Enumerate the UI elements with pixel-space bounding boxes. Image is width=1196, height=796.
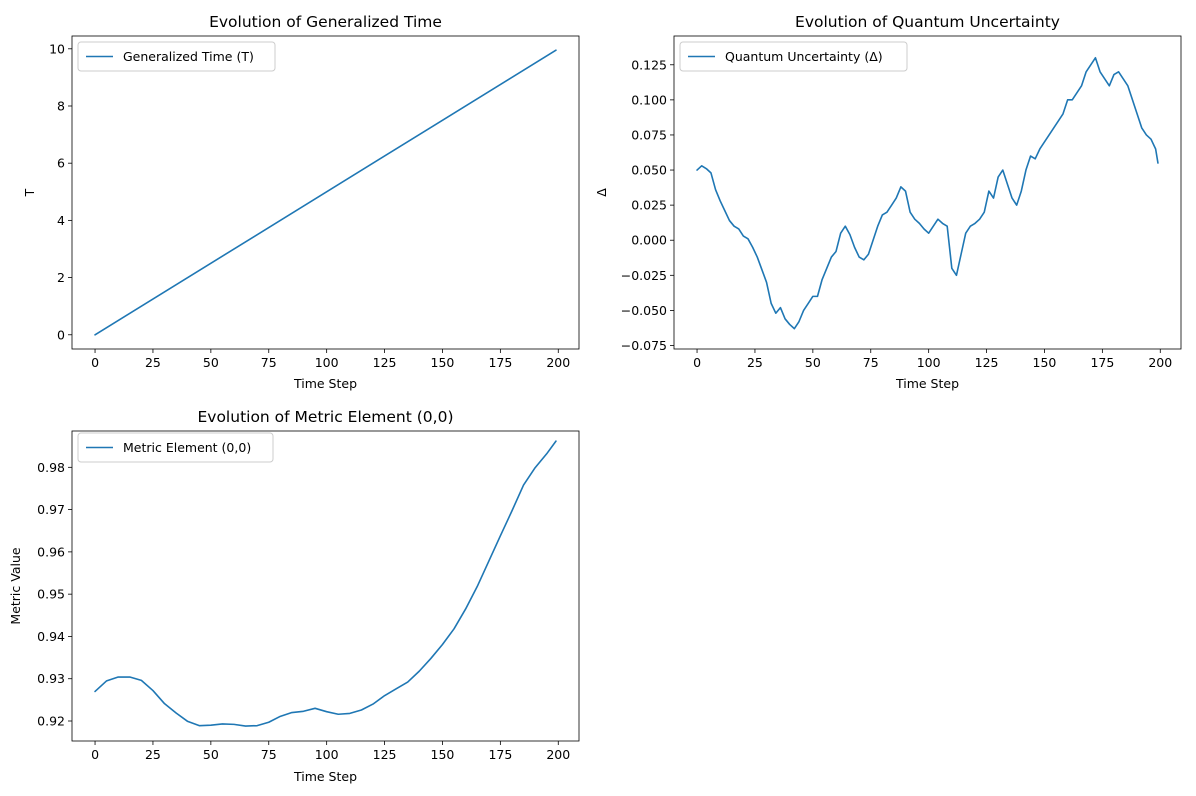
- series-line: [94, 440, 557, 727]
- legend-box: [77, 432, 274, 463]
- plot-frame: [71, 35, 580, 350]
- y-tick-label: −0.050: [621, 303, 667, 318]
- x-axis-label: Time Step: [293, 769, 357, 784]
- x-tick-label: 25: [145, 747, 161, 762]
- y-tick-label: 0.050: [631, 163, 667, 178]
- x-tick-label: 50: [805, 355, 821, 370]
- x-tick-label: 75: [261, 747, 277, 762]
- x-tick-label: 25: [145, 355, 161, 370]
- x-tick-label: 150: [1033, 355, 1057, 370]
- x-tick-label: 125: [373, 355, 397, 370]
- x-tick-label: 175: [1090, 355, 1114, 370]
- y-tick-label: 0.94: [37, 629, 65, 644]
- y-tick-label: 8: [57, 98, 65, 113]
- x-tick-label: 0: [91, 747, 99, 762]
- legend-label: Generalized Time (T): [123, 49, 254, 64]
- y-tick-label: 0.95: [37, 587, 65, 602]
- x-axis-label: Time Step: [293, 376, 357, 391]
- panel-quantum-uncertainty: Evolution of Quantum Uncertainty 0 25 50 75…: [594, 13, 1182, 391]
- y-tick-label: 0.98: [37, 460, 65, 475]
- panel-metric-element: Evolution of Metric Element (0,0) 0 25 50 7…: [8, 408, 580, 784]
- x-tick-label: 25: [747, 355, 763, 370]
- x-axis-label: Time Step: [895, 376, 959, 391]
- y-tick-label: 0: [57, 327, 65, 342]
- legend: Generalized Time (T): [77, 41, 276, 72]
- x-tick-label: 50: [203, 355, 219, 370]
- legend-label: Quantum Uncertainty (Δ): [725, 49, 883, 64]
- y-tick-label: 0.075: [631, 127, 667, 142]
- x-tick-label: 150: [431, 355, 455, 370]
- panel-plot-layer: 0 25 50 75 100 125 150 175 200 −0.075 −0.050 −0.025…: [621, 56, 1172, 370]
- x-tick-label: 100: [315, 747, 339, 762]
- x-tick-label: 75: [261, 355, 277, 370]
- y-tick-label: 0.100: [631, 92, 667, 107]
- y-tick-label: −0.075: [621, 338, 667, 353]
- y-tick-label: 6: [57, 156, 65, 171]
- panel-title: Evolution of Generalized Time: [209, 13, 442, 31]
- plot-frame: [673, 35, 1182, 350]
- legend: Quantum Uncertainty (Δ): [679, 41, 908, 72]
- x-tick-label: 175: [488, 747, 512, 762]
- x-tick-label: 150: [431, 747, 455, 762]
- panel-title: Evolution of Metric Element (0,0): [197, 408, 453, 426]
- plot-frame: [71, 430, 580, 742]
- x-tick-label: 100: [917, 355, 941, 370]
- y-tick-label: 0.97: [37, 502, 65, 517]
- y-tick-label: 4: [57, 213, 65, 228]
- x-tick-label: 0: [693, 355, 701, 370]
- y-tick-label: 0.92: [37, 714, 65, 729]
- y-axis-label: Metric Value: [8, 547, 23, 624]
- x-tick-label: 0: [91, 355, 99, 370]
- x-tick-label: 200: [546, 355, 570, 370]
- legend-box: [77, 41, 276, 72]
- y-axis-label: T: [22, 188, 37, 197]
- y-tick-label: 2: [57, 270, 65, 285]
- y-tick-label: 0.93: [37, 671, 65, 686]
- legend-label: Metric Element (0,0): [123, 440, 251, 455]
- x-tick-label: 175: [488, 355, 512, 370]
- panel-plot-layer: 0 25 50 75 100 125 150 175 200 0 2 4 6 8 10: [49, 41, 570, 370]
- y-tick-label: 0.025: [631, 198, 667, 213]
- x-tick-label: 200: [1148, 355, 1172, 370]
- panel-generalized-time: Evolution of Generalized Time 0 25 50 75 100…: [22, 13, 580, 391]
- legend: Metric Element (0,0): [77, 432, 274, 463]
- x-tick-label: 100: [315, 355, 339, 370]
- y-tick-label: 0.000: [631, 233, 667, 248]
- series-line: [696, 56, 1159, 330]
- y-tick-label: −0.025: [621, 268, 667, 283]
- legend-box: [679, 41, 908, 72]
- x-tick-label: 200: [546, 747, 570, 762]
- panel-title: Evolution of Quantum Uncertainty: [795, 13, 1060, 31]
- y-tick-label: 0.96: [37, 544, 65, 559]
- y-tick-label: 0.125: [631, 57, 667, 72]
- x-tick-label: 50: [203, 747, 219, 762]
- x-tick-label: 125: [373, 747, 397, 762]
- x-tick-label: 75: [863, 355, 879, 370]
- series-line: [94, 49, 557, 336]
- y-tick-label: 10: [49, 41, 65, 56]
- panel-plot-layer: 0 25 50 75 100 125 150 175 200 0.92 0.93 0.94 0.95 0.…: [37, 440, 570, 762]
- y-axis-label: Δ: [594, 188, 609, 197]
- x-tick-label: 125: [975, 355, 999, 370]
